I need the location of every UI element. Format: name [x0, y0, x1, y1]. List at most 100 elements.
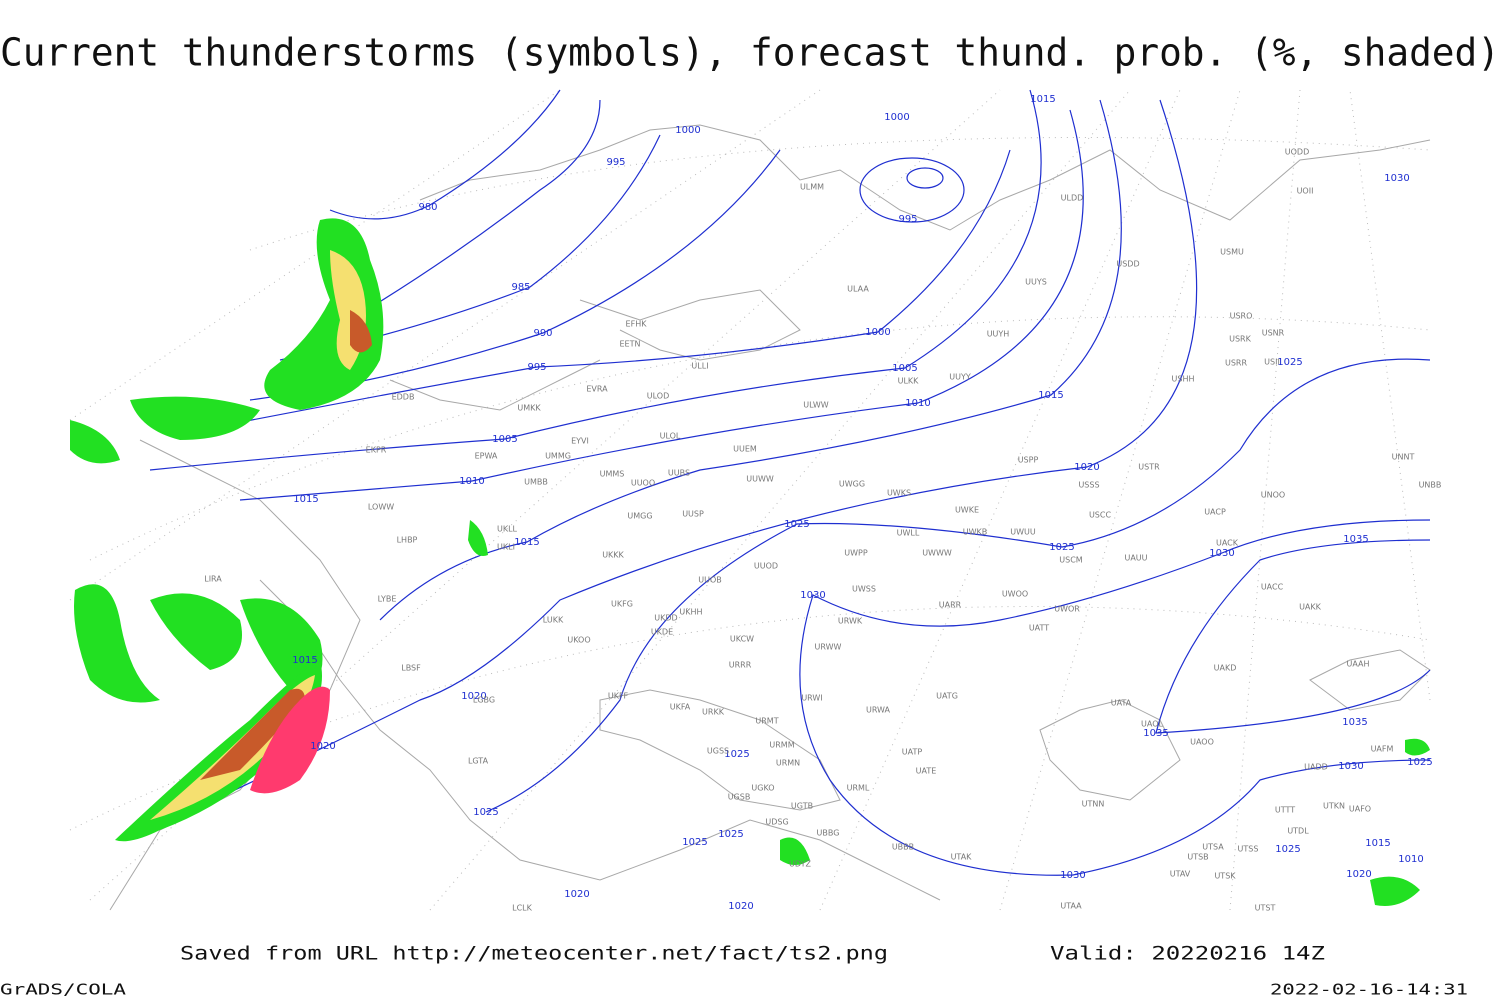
station-label: UWKE — [955, 506, 979, 515]
station-label: UAKD — [1214, 664, 1237, 673]
isobar-label: 1020 — [310, 741, 335, 752]
station-label: UWLL — [897, 529, 920, 538]
station-label: UKCW — [730, 635, 754, 644]
footer-timestamp: 2022-02-16-14:31 — [1270, 981, 1468, 999]
station-label: UARR — [939, 601, 962, 610]
isobar-label: 995 — [898, 214, 917, 225]
isobar-label: 995 — [606, 157, 625, 168]
isobar-label: 1025 — [784, 519, 809, 530]
isobar-label: 1025 — [1407, 757, 1432, 768]
station-label: UTSA — [1202, 843, 1224, 852]
station-label: UUOD — [754, 562, 778, 571]
station-label: UUBS — [668, 469, 690, 478]
labels: 1015 1000 1000 995 980 995 985 990 1000 995 1005 10… — [204, 94, 1441, 913]
station-label: UTAA — [1060, 902, 1082, 911]
station-label: UTNN — [1082, 800, 1105, 809]
station-label: UUSP — [682, 510, 704, 519]
station-label: LGTA — [468, 757, 489, 766]
station-label: UUYS — [1025, 278, 1047, 287]
station-label: UGTB — [791, 802, 813, 811]
isobar-label: 1005 — [492, 434, 517, 445]
station-label: UNBB — [1419, 481, 1442, 490]
station-label: UODD — [1285, 148, 1309, 157]
isobar-label: 1030 — [800, 590, 825, 601]
station-label: EFHK — [626, 320, 648, 329]
station-label: LCLK — [512, 904, 533, 913]
station-label: EDDB — [392, 393, 415, 402]
station-label: UGSB — [728, 793, 751, 802]
station-label: USHH — [1172, 375, 1195, 384]
station-label: USRO — [1230, 312, 1253, 321]
station-label: UTTT — [1275, 806, 1295, 815]
station-label: UWPP — [844, 549, 868, 558]
station-label: UKLL — [497, 525, 518, 534]
isobar-label: 1010 — [1398, 854, 1423, 865]
isobar-label: 990 — [533, 328, 552, 339]
station-label: USTR — [1138, 463, 1160, 472]
isobar-label: 1025 — [724, 749, 749, 760]
station-label: UACK — [1216, 539, 1239, 548]
station-label: UMKK — [517, 404, 541, 413]
thunderstorm-probability — [70, 218, 1430, 906]
station-label: UTAK — [951, 853, 973, 862]
isobar-label: 1030 — [1060, 870, 1085, 881]
isobar-label: 1015 — [293, 494, 318, 505]
station-label: URMN — [776, 759, 800, 768]
station-label: UKDD — [654, 614, 677, 623]
station-label: LYBE — [378, 595, 397, 604]
station-label: USPP — [1018, 456, 1039, 465]
station-label: UKFG — [611, 600, 633, 609]
isobar-label: 1010 — [905, 398, 930, 409]
isobar-label: 1015 — [514, 537, 539, 548]
station-label: LIRA — [204, 575, 222, 584]
station-label: USCM — [1059, 556, 1083, 565]
station-label: UMBB — [524, 478, 548, 487]
station-label: UATT — [1029, 624, 1049, 633]
station-label: UATA — [1111, 699, 1132, 708]
station-label: UATP — [902, 748, 923, 757]
station-label: ULKK — [898, 377, 920, 386]
station-label: UAUU — [1124, 554, 1147, 563]
station-label: URML — [847, 784, 870, 793]
station-label: UUWW — [746, 475, 774, 484]
station-label: UAOO — [1190, 738, 1214, 747]
station-label: LBSF — [401, 664, 421, 673]
station-label: UKDE — [651, 628, 673, 637]
station-label: ULWW — [803, 401, 828, 410]
station-label: URMM — [769, 741, 794, 750]
graticule — [69, 89, 1431, 911]
isobar-label: 1025 — [718, 829, 743, 840]
isobar-label: 1025 — [682, 837, 707, 848]
station-label: UNOO — [1261, 491, 1285, 500]
station-label: USCC — [1089, 511, 1112, 520]
station-label: LOWW — [368, 503, 394, 512]
station-label: UAFM — [1371, 745, 1394, 754]
isobar-label: 1000 — [884, 112, 909, 123]
station-label: UWKS — [887, 489, 911, 498]
station-label: UKFA — [670, 703, 691, 712]
station-label: USRK — [1229, 335, 1251, 344]
footer-valid: Valid: 20220216 14Z — [1050, 943, 1325, 965]
station-label: UTAV — [1170, 870, 1191, 879]
station-label: UAAH — [1346, 660, 1369, 669]
station-label: UAKK — [1299, 603, 1322, 612]
station-label: UWSS — [852, 585, 876, 594]
station-label: EKPR — [366, 446, 387, 455]
isobar-label: 1035 — [1342, 717, 1367, 728]
station-label: UDSG — [765, 818, 788, 827]
station-label: URMT — [755, 717, 778, 726]
map-frame — [67, 87, 1433, 913]
isobar-label: 1000 — [675, 125, 700, 136]
coastlines — [109, 124, 1431, 911]
station-label: UKHH — [679, 608, 702, 617]
isobar-label: 1010 — [459, 476, 484, 487]
station-label: UUOB — [698, 576, 722, 585]
station-label: ULDD — [1061, 194, 1084, 203]
isobar-label: 1030 — [1338, 761, 1363, 772]
station-label: USRR — [1225, 359, 1247, 368]
station-label: EPWA — [475, 452, 498, 461]
isobar-label: 1020 — [564, 889, 589, 900]
isobar-label: 1020 — [728, 901, 753, 912]
isobar-label: 995 — [527, 362, 546, 373]
